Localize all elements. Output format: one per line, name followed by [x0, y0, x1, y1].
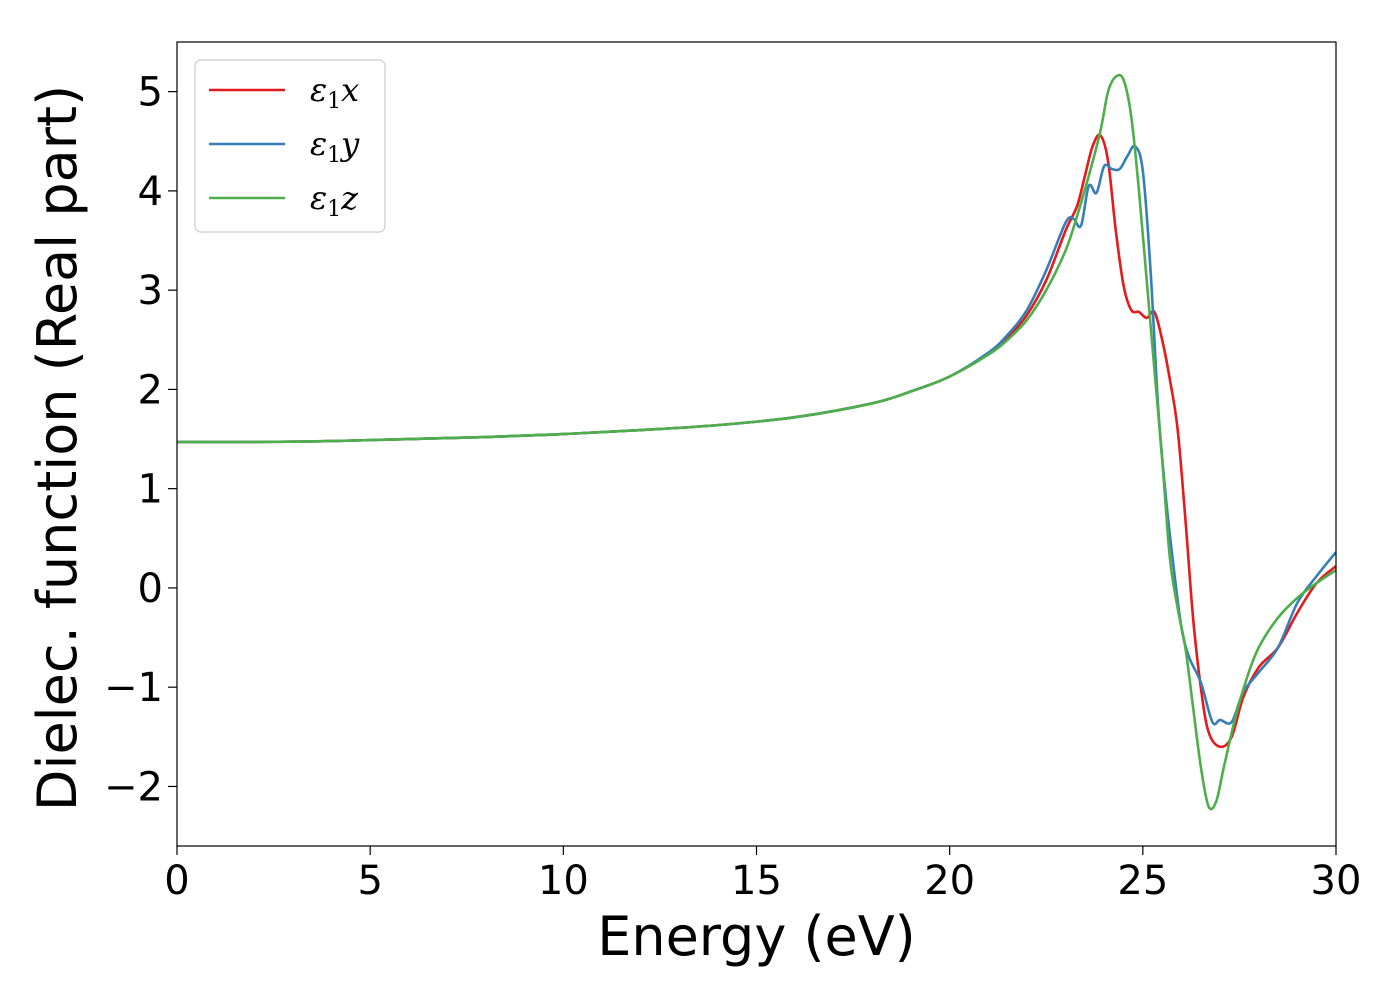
series-layer — [177, 73, 1336, 811]
y-tick-label: 1 — [138, 467, 163, 513]
legend-label-z: ε1z — [310, 179, 359, 222]
x-axis: 0 5 10 15 20 25 30 — [164, 846, 1361, 904]
y-tick-label: −1 — [104, 665, 163, 711]
y-axis-label: Dielec. function (Real part) — [26, 85, 89, 811]
y-tick-label: 2 — [138, 367, 163, 413]
y-tick-label: −2 — [104, 764, 163, 810]
legend-label-x: ε1x — [310, 71, 359, 114]
y-tick-label: 5 — [138, 70, 163, 116]
y-axis: −2 −1 0 1 2 3 4 5 — [104, 70, 177, 810]
legend-label-y: ε1y — [310, 125, 360, 168]
legend-box — [194, 59, 386, 233]
x-tick-label: 25 — [1117, 858, 1168, 904]
x-tick-label: 20 — [924, 858, 975, 904]
x-tick-label: 15 — [731, 858, 782, 904]
x-tick-label: 10 — [538, 858, 589, 904]
legend: ε1x ε1y ε1z — [194, 59, 386, 233]
y-tick-label: 4 — [138, 169, 163, 215]
x-tick-label: 30 — [1311, 858, 1362, 904]
x-tick-label: 0 — [164, 858, 189, 904]
x-axis-label: Energy (eV) — [597, 905, 916, 968]
x-tick-label: 5 — [357, 858, 382, 904]
series-line-z — [177, 73, 1336, 811]
y-tick-label: 3 — [138, 268, 163, 314]
y-tick-label: 0 — [138, 566, 163, 612]
